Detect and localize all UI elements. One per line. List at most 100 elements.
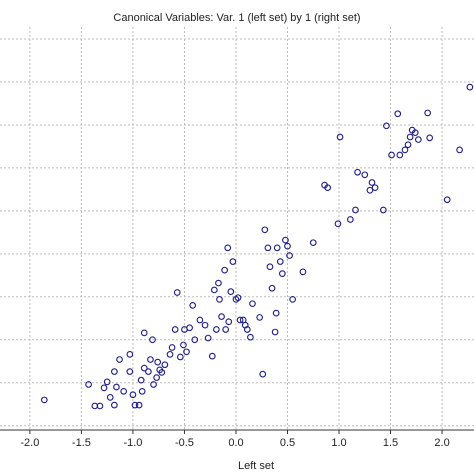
point — [273, 244, 281, 252]
chart-title: Canonical Variables: Var. 1 (left set) b… — [113, 12, 360, 24]
point — [411, 129, 419, 137]
point — [426, 134, 434, 142]
point — [443, 196, 451, 204]
point — [168, 344, 176, 351]
point — [394, 110, 402, 118]
point — [40, 396, 48, 404]
x-tick-label: 1.5 — [383, 437, 398, 449]
point — [173, 289, 181, 296]
point — [404, 141, 412, 149]
point — [243, 326, 251, 333]
point — [406, 133, 414, 141]
point — [261, 226, 269, 234]
point — [229, 258, 237, 265]
point — [354, 168, 361, 176]
point — [196, 316, 204, 324]
point — [129, 391, 137, 399]
point — [111, 401, 118, 409]
point — [309, 239, 317, 247]
x-tick-label: -1.5 — [72, 437, 91, 449]
point — [272, 309, 280, 317]
point — [276, 258, 284, 265]
point — [96, 402, 104, 410]
point — [224, 244, 232, 252]
point — [352, 206, 359, 214]
point — [259, 370, 267, 378]
x-tick-label: 1.0 — [331, 437, 346, 449]
point — [221, 266, 228, 274]
point — [383, 122, 390, 130]
point — [120, 387, 128, 395]
point — [171, 326, 179, 333]
point — [234, 294, 242, 302]
point — [216, 296, 223, 303]
point — [249, 300, 256, 308]
point — [111, 368, 118, 375]
point — [106, 393, 114, 401]
point — [183, 348, 190, 356]
x-tick-label: 0.5 — [280, 437, 295, 449]
point — [388, 151, 395, 159]
point — [154, 358, 162, 366]
x-axis-label: Left set — [238, 460, 274, 472]
point — [236, 316, 244, 324]
point — [113, 383, 120, 391]
point — [227, 288, 235, 296]
point — [222, 326, 230, 333]
point — [366, 186, 374, 194]
point — [138, 387, 146, 395]
point — [186, 324, 193, 332]
point — [213, 326, 220, 333]
point — [225, 318, 233, 326]
point — [131, 401, 139, 409]
point — [204, 334, 212, 342]
point — [456, 146, 463, 154]
point — [266, 263, 274, 271]
x-tick-label: -0.5 — [175, 437, 194, 449]
point — [208, 352, 216, 360]
point — [166, 351, 174, 358]
point — [100, 384, 108, 392]
point — [149, 336, 156, 344]
point — [140, 329, 148, 337]
x-tick-label: -1.0 — [123, 437, 142, 449]
point — [424, 109, 431, 117]
x-tick-label: -2.0 — [20, 437, 39, 449]
point — [415, 136, 422, 143]
point — [346, 216, 354, 223]
point — [371, 184, 379, 192]
point — [284, 242, 291, 250]
point — [210, 286, 218, 294]
point — [379, 206, 387, 214]
point — [137, 376, 145, 384]
point — [299, 268, 307, 276]
point — [150, 381, 157, 388]
point — [278, 270, 286, 277]
x-tick-label: 2.0 — [434, 437, 449, 449]
point — [286, 252, 293, 259]
point — [147, 356, 154, 363]
point — [189, 302, 197, 309]
point — [271, 328, 279, 336]
x-tick-label: 0.0 — [228, 437, 243, 449]
point — [140, 364, 148, 372]
point — [126, 368, 134, 375]
point — [256, 314, 264, 321]
point — [126, 351, 134, 358]
point — [282, 236, 289, 244]
point — [289, 296, 296, 303]
point — [336, 133, 344, 141]
point — [135, 401, 143, 409]
point — [324, 184, 332, 192]
point — [180, 341, 187, 349]
point — [145, 368, 152, 375]
point — [368, 179, 376, 186]
point — [116, 356, 123, 363]
point — [401, 146, 409, 154]
point — [215, 279, 222, 287]
point — [334, 220, 342, 228]
point — [201, 321, 209, 329]
point — [191, 336, 199, 344]
